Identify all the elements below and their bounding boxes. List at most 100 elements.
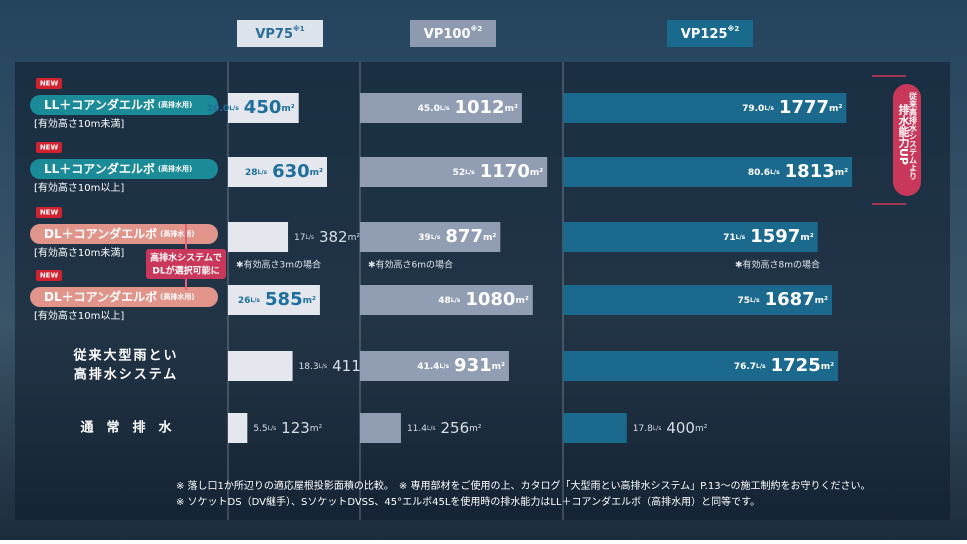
row-sub: [有効高さ10m以上] — [34, 309, 124, 322]
area-label: 411 — [332, 357, 361, 375]
row-name-tag: (高排水用) — [158, 100, 192, 109]
flow-unit: L/s — [305, 234, 314, 241]
new-badge — [36, 270, 62, 281]
column-header — [237, 20, 323, 47]
flow-label: 5.5 — [253, 424, 267, 434]
row-name: LL＋コアンダエルボ (高排水用) — [44, 97, 192, 112]
flow-label: 76.7 — [734, 362, 756, 372]
area-unit: m² — [483, 233, 496, 243]
area-unit: m² — [815, 296, 828, 306]
value-label: 11.4L/s 256m² — [407, 419, 482, 437]
new-badge-text: NEW — [40, 144, 59, 152]
area-label: 1777 — [779, 97, 829, 118]
flow-unit: L/s — [750, 297, 760, 304]
value-label: 71L/s 1597m² — [723, 226, 814, 247]
value-label: 79.0L/s 1777m² — [742, 97, 842, 118]
area-unit: m² — [695, 424, 708, 434]
column-header — [410, 20, 496, 47]
row-pill — [30, 287, 218, 307]
area-unit: m² — [800, 233, 813, 243]
row-pill — [30, 95, 218, 115]
note: ✱有効高さ3mの場合 — [236, 259, 321, 271]
bar — [360, 157, 548, 187]
area-label: 630 — [272, 161, 310, 182]
area-unit: m² — [281, 104, 294, 114]
new-badge-text: NEW — [40, 209, 59, 217]
bar — [563, 285, 833, 315]
value-label: 75L/s 1687m² — [737, 289, 828, 310]
side-badge-text: 排水能力UP — [897, 103, 910, 165]
bar — [563, 157, 853, 187]
bar — [228, 413, 248, 443]
row-name: LL＋コアンダエルボ (高排水用) — [44, 161, 192, 176]
value-label: 17.8L/s 400m² — [633, 419, 708, 437]
row-name: DL＋コアンダエルボ (高排水用) — [44, 289, 195, 304]
flow-unit: L/s — [653, 425, 662, 432]
bar — [563, 222, 818, 252]
area-label: 382 — [319, 228, 348, 246]
value-label: 76.7L/s 1725m² — [734, 355, 834, 376]
flow-label: 79.0 — [742, 104, 764, 114]
flow-unit: L/s — [736, 234, 746, 241]
new-badge-text: NEW — [40, 80, 59, 88]
row-pill — [30, 159, 218, 179]
row-name-main: LL＋コアンダエルボ — [44, 161, 155, 176]
area-unit: m² — [530, 168, 543, 178]
bar — [563, 413, 627, 443]
value-label: 26L/s 585m² — [238, 289, 316, 310]
area-label: 256 — [441, 419, 470, 437]
row-name-tag: (高排水用) — [160, 229, 194, 238]
value-label: 48L/s 1080m² — [438, 289, 529, 310]
row-pill — [30, 224, 218, 244]
area-unit: m² — [348, 233, 361, 243]
area-label: 400 — [666, 419, 695, 437]
bar — [360, 93, 522, 123]
area-label: 123 — [281, 419, 310, 437]
new-badge — [36, 78, 62, 89]
area-unit: m² — [310, 424, 323, 434]
bar — [228, 351, 293, 381]
flow-unit: L/s — [440, 105, 450, 112]
row-name: DL＋コアンダエルボ (高排水用) — [44, 226, 195, 241]
area-label: 931 — [454, 355, 492, 376]
row-name-tag: (高排水用) — [158, 164, 192, 173]
note: ✱有効高さ6mの場合 — [368, 259, 453, 271]
row-name: 高排水システム — [74, 367, 179, 383]
footnote: ※ 落し口1か所辺りの適応屋根投影面積の比較。 ※ 専用部材をご使用の上、カタロ… — [176, 479, 871, 492]
column-title-note: ※1 — [293, 24, 305, 33]
column-title: VP75※1 — [255, 24, 304, 42]
area-label: 1012 — [454, 97, 504, 118]
flow-unit: L/s — [427, 425, 436, 432]
flow-unit: L/s — [319, 363, 328, 370]
bar — [228, 157, 327, 187]
bar — [360, 351, 509, 381]
area-unit: m² — [310, 168, 323, 178]
row-sub: [有効高さ10m以上] — [34, 181, 124, 194]
row-name-main: DL＋コアンダエルボ — [44, 226, 157, 241]
row-name: 従来大型雨とい — [72, 348, 178, 364]
row-name-main: LL＋コアンダエルボ — [44, 97, 155, 112]
area-label: 1597 — [750, 226, 800, 247]
side-bracket — [872, 75, 906, 205]
value-label: 20.0L/s 450m² — [207, 97, 295, 118]
value-label: 17L/s 382m² — [294, 228, 360, 246]
flow-label: 48 — [438, 296, 451, 306]
flow-label: 45.0 — [418, 104, 440, 114]
area-label: 1813 — [785, 161, 835, 182]
bar — [228, 222, 289, 252]
area-label: 1687 — [765, 289, 815, 310]
area-unit: m² — [515, 296, 528, 306]
new-badge-text: NEW — [40, 272, 59, 280]
note: ✱有効高さ8mの場合 — [735, 259, 820, 271]
value-label: 28L/s 630m² — [245, 161, 323, 182]
column-title-main: VP100 — [424, 27, 471, 42]
flow-label: 39 — [418, 233, 431, 243]
new-badge — [36, 207, 62, 218]
value-label: 80.6L/s 1813m² — [748, 161, 848, 182]
area-unit: m² — [492, 362, 505, 372]
row-name: 通 常 排 水 — [80, 420, 172, 436]
bar — [228, 285, 320, 315]
value-label: 41.4L/s 931m² — [417, 355, 505, 376]
area-label: 877 — [445, 226, 483, 247]
row-name-main: DL＋コアンダエルボ — [44, 289, 157, 304]
